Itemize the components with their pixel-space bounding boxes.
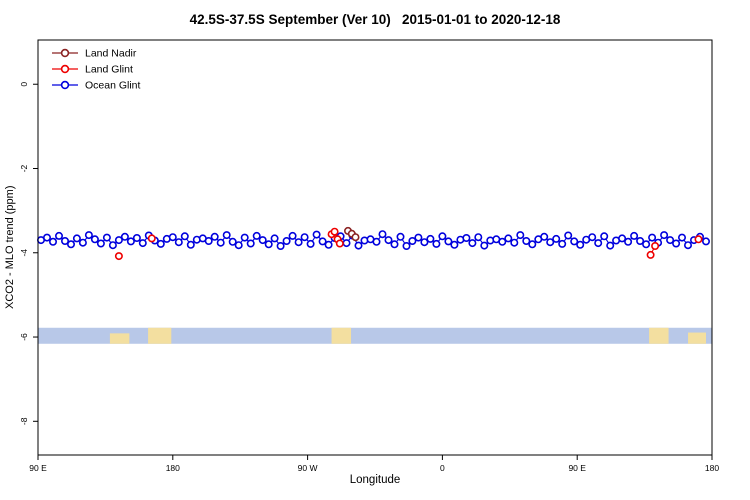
surface-strip-land (148, 327, 172, 344)
y-tick-label: -8 (19, 417, 29, 425)
series-land-nadir (343, 226, 360, 242)
surface-strip-land (649, 327, 669, 344)
legend-marker (60, 64, 70, 74)
x-axis-title: Longitude (349, 474, 401, 486)
y-axis-ticks: 0 -2 -4 -6 -8 (19, 82, 38, 425)
legend-label: Ocean Glint (85, 80, 141, 92)
surface-strip-land (688, 332, 707, 344)
x-tick-label: 90 W (298, 463, 318, 473)
legend-label: Land Nadir (85, 48, 137, 60)
y-tick-label: -2 (19, 164, 29, 172)
y-tick-label: 0 (19, 82, 29, 87)
legend: Land Nadir Land Glint Ocean Glint (52, 48, 141, 92)
x-axis-ticks: 90 E 180 90 W 0 90 E 180 (29, 455, 719, 473)
y-tick-label: -4 (19, 249, 29, 257)
legend-label: Land Glint (85, 64, 133, 76)
x-tick-label: 180 (705, 463, 719, 473)
surface-strip-land (331, 327, 352, 344)
plot-border (37, 39, 713, 456)
surface-strip (38, 327, 712, 344)
chart-title: 42.5S-37.5S September (Ver 10) 2015-01-0… (189, 12, 561, 27)
y-tick-label: -6 (19, 333, 29, 341)
x-tick-label: 0 (440, 463, 445, 473)
x-tick-label: 90 E (568, 463, 586, 473)
surface-strip-ocean (38, 327, 712, 344)
x-tick-label: 90 E (29, 463, 47, 473)
series-land-glint (114, 227, 703, 261)
legend-marker (60, 48, 70, 58)
series-ocean-glint (36, 230, 710, 251)
x-tick-label: 180 (166, 463, 180, 473)
surface-strip-land (109, 333, 130, 344)
legend-marker (60, 80, 70, 90)
